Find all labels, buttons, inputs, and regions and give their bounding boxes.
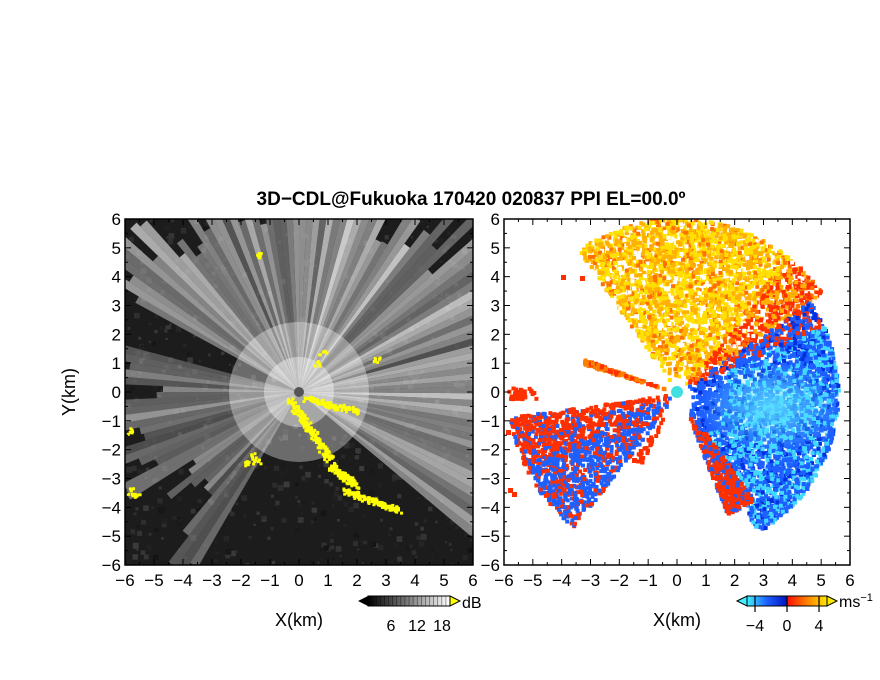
x-tick-label: 6 xyxy=(468,571,477,590)
y-tick-label: 3 xyxy=(112,297,121,316)
reflectivity-colorbar-unit: dB xyxy=(462,595,482,612)
x-tick-label: 0 xyxy=(672,571,681,590)
x-tick-label: 4 xyxy=(788,571,797,590)
x-tick-label: −1 xyxy=(260,571,279,590)
x-tick-label: −5 xyxy=(144,571,163,590)
velocity-echo xyxy=(506,219,842,531)
velocity-x-axis-label: X(km) xyxy=(653,610,701,630)
y-tick-label: −4 xyxy=(102,498,121,517)
y-tick-label: −6 xyxy=(102,556,121,575)
reflectivity-axis-ticks: −6 −5 −4 −3 −2 −1 0 1 2 3 4 5 6 6 5 4 3 2 1 0 −1 −2 −3 −4 −5 −6 xyxy=(102,210,478,590)
x-tick-label: −4 xyxy=(173,571,192,590)
velocity-colorbar-tick-4: 4 xyxy=(815,618,824,635)
reflectivity-beams xyxy=(125,219,473,565)
reflectivity-colorbar-tick-18: 18 xyxy=(433,618,451,635)
x-tick-label: −3 xyxy=(202,571,221,590)
velocity-colorbar-unit: ms−1 xyxy=(839,592,873,611)
y-tick-label: 1 xyxy=(112,354,121,373)
x-tick-label: 6 xyxy=(845,571,854,590)
y-tick-label: 4 xyxy=(112,268,121,287)
x-tick-label: −6 xyxy=(494,571,513,590)
reflectivity-colorbar-tick-12: 12 xyxy=(408,618,426,635)
velocity-colorbar-tick-0: 0 xyxy=(783,618,792,635)
x-tick-label: 4 xyxy=(410,571,419,590)
x-tick-label: −1 xyxy=(638,571,657,590)
radar-site-marker-right xyxy=(671,386,683,398)
y-tick-label: −1 xyxy=(102,412,121,431)
y-tick-label: −4 xyxy=(481,498,500,517)
x-tick-label: 2 xyxy=(730,571,739,590)
reflectivity-y-axis-label: Y(km) xyxy=(59,368,79,416)
y-tick-label: 6 xyxy=(112,210,121,229)
y-tick-label: 0 xyxy=(112,383,121,402)
y-tick-label: −5 xyxy=(102,527,121,546)
y-tick-label: −1 xyxy=(481,412,500,431)
y-tick-label: −3 xyxy=(481,470,500,489)
reflectivity-colorbar-tick-6: 6 xyxy=(387,618,396,635)
y-tick-label: 5 xyxy=(491,239,500,258)
reflectivity-colorbar: dB 6 12 18 xyxy=(358,595,482,635)
x-tick-label: 5 xyxy=(816,571,825,590)
velocity-colorbar: ms−1 −4 0 4 xyxy=(735,592,873,635)
radar-site-marker-left xyxy=(294,387,304,397)
x-tick-label: −4 xyxy=(552,571,571,590)
x-tick-label: 1 xyxy=(323,571,332,590)
figure-title: 3D−CDL@Fukuoka 170420 020837 PPI EL=00.0… xyxy=(257,189,686,210)
y-tick-label: 2 xyxy=(491,325,500,344)
x-tick-label: −2 xyxy=(231,571,250,590)
x-tick-label: 3 xyxy=(759,571,768,590)
y-tick-label: −6 xyxy=(481,556,500,575)
x-tick-label: 0 xyxy=(294,571,303,590)
y-tick-label: −3 xyxy=(102,470,121,489)
y-tick-label: −5 xyxy=(481,527,500,546)
y-tick-label: −2 xyxy=(102,441,121,460)
x-tick-label: 3 xyxy=(381,571,390,590)
x-tick-label: −6 xyxy=(115,571,134,590)
y-tick-label: 2 xyxy=(112,325,121,344)
x-tick-label: 2 xyxy=(352,571,361,590)
x-tick-label: −2 xyxy=(610,571,629,590)
x-tick-label: −5 xyxy=(523,571,542,590)
reflectivity-saturated-echo xyxy=(126,252,404,515)
reflectivity-x-axis-label: X(km) xyxy=(275,610,323,630)
x-tick-label: 5 xyxy=(439,571,448,590)
y-tick-label: 0 xyxy=(491,383,500,402)
velocity-colorbar-tick-neg4: −4 xyxy=(746,618,764,635)
y-tick-label: 1 xyxy=(491,354,500,373)
y-tick-label: 5 xyxy=(112,239,121,258)
y-tick-label: 4 xyxy=(491,268,500,287)
y-tick-label: 3 xyxy=(491,297,500,316)
x-tick-label: −3 xyxy=(581,571,600,590)
x-tick-label: 1 xyxy=(701,571,710,590)
y-tick-label: 6 xyxy=(491,210,500,229)
y-tick-label: −2 xyxy=(481,441,500,460)
